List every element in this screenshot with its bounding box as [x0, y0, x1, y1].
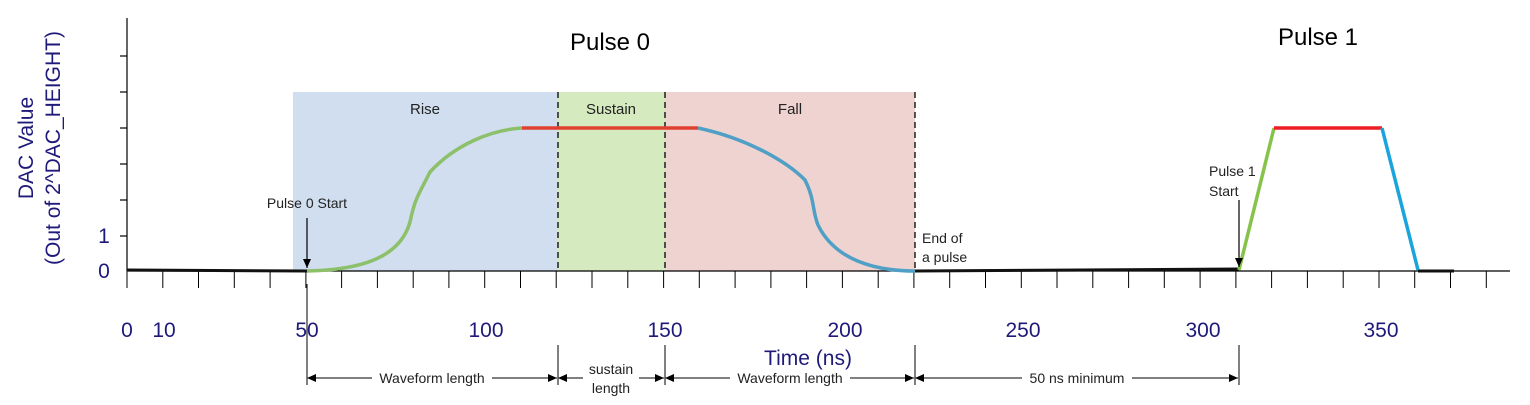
pulse1-fall-line: [1380, 127, 1420, 271]
x-axis-label: Time (ns): [764, 347, 852, 370]
x-tick-label-100: 100: [468, 319, 503, 342]
pulse0-fall-curve: [697, 126, 916, 273]
pulse0-start-label: Pulse 0 Start: [267, 195, 347, 211]
x-tick-label-350: 350: [1363, 319, 1398, 342]
fall-region: [665, 92, 915, 271]
pulse1-rise-line: [1237, 127, 1276, 271]
x-tick-label-10: 10: [152, 319, 175, 342]
sustain-length-label-line2: length: [592, 380, 630, 396]
y-axis-label-line1: DAC Value: [15, 97, 38, 199]
rise-label: Rise: [410, 101, 440, 118]
pulse1-title: Pulse 1: [1278, 24, 1358, 51]
pulse1-start-label-line1: Pulse 1: [1209, 163, 1256, 179]
minimum-gap-label: 50 ns minimum: [1030, 370, 1125, 386]
sustain-label: Sustain: [586, 101, 636, 118]
x-tick-label-250: 250: [1005, 319, 1040, 342]
x-tick-label-150: 150: [647, 319, 682, 342]
pulse0-rise-curve: [306, 126, 523, 273]
y-tick-label-0: 0: [98, 260, 110, 283]
pulse0-title: Pulse 0: [570, 29, 650, 56]
sustain-region: [558, 92, 665, 271]
end-of-pulse-label-line1: End of: [922, 230, 963, 246]
fall-label: Fall: [778, 101, 802, 118]
y-axis-label-line2: (Out of 2^DAC_HEIGHT): [42, 31, 65, 265]
x-axis-ticks: [126, 271, 1487, 288]
x-tick-label-300: 300: [1185, 319, 1220, 342]
x-tick-label-200: 200: [827, 319, 862, 342]
waveform-length-2-label: Waveform length: [737, 370, 842, 386]
baseline-signal-middle: [914, 267, 1240, 273]
end-of-pulse-label-line2: a pulse: [922, 249, 967, 265]
baseline-signal-left: [126, 268, 308, 273]
pulse1-start-label-line2: Start: [1209, 183, 1239, 199]
waveform-length-1-label: Waveform length: [379, 370, 484, 386]
sustain-length-label-line1: sustain: [589, 361, 633, 377]
y-tick-label-1: 1: [98, 225, 110, 248]
x-tick-label-0: 0: [121, 319, 133, 342]
y-axis-ticks: [120, 55, 127, 237]
